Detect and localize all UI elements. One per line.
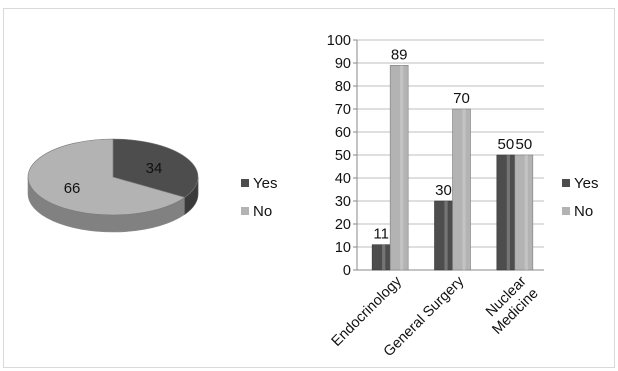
pie-legend: Yes No [241, 175, 277, 220]
pie-legend-swatch-yes [241, 179, 249, 187]
y-tick-label: 10 [335, 240, 351, 256]
y-tick-label: 0 [343, 263, 351, 279]
pie-legend-swatch-no [241, 207, 249, 215]
bar-legend-swatch-no [562, 207, 570, 215]
bar-yes-0 [371, 244, 391, 271]
bar-data-label: 30 [435, 182, 452, 199]
pie-legend-label: Yes [253, 175, 277, 192]
pie-slice-no [27, 138, 186, 216]
bar-legend-swatch-yes [562, 179, 570, 187]
bar-legend: Yes No [562, 175, 598, 220]
bar-highlight [400, 65, 404, 270]
x-tick-label: NuclearMedicine [477, 273, 541, 337]
y-tick-label: 100 [327, 33, 351, 49]
y-tick-label: 30 [335, 194, 351, 210]
y-tick-label: 60 [335, 125, 351, 141]
bar-face [389, 65, 409, 271]
bar-data-label: 89 [391, 46, 408, 63]
bar-highlight [506, 155, 510, 270]
bar-highlight [382, 244, 386, 270]
bar-data-label: 70 [453, 90, 470, 107]
bar-face [371, 244, 391, 271]
y-tick-label: 40 [335, 171, 351, 187]
pie-data-label: 66 [64, 180, 81, 197]
bar-highlight [444, 201, 448, 270]
pie-chart: 34 66 [27, 138, 199, 233]
y-tick-label: 50 [335, 148, 351, 164]
bar-face [452, 108, 471, 271]
y-tick-label: 90 [335, 56, 351, 72]
bar-face [496, 154, 516, 271]
bar-data-label: 50 [515, 136, 532, 153]
y-tick-label: 20 [335, 217, 351, 233]
bar-data-label: 50 [497, 136, 514, 153]
pie-data-label: 34 [146, 160, 163, 177]
bar-no-2 [514, 154, 534, 271]
bar-data-label: 11 [373, 226, 389, 243]
bar-yes-2 [496, 154, 516, 271]
pie-legend-label: No [253, 203, 272, 220]
bar-no-0 [389, 65, 409, 271]
bar-legend-label: Yes [574, 175, 598, 192]
bar-highlight [462, 109, 466, 270]
bar-highlight [524, 155, 528, 270]
y-tick-label: 80 [335, 79, 351, 95]
bar-face [514, 154, 534, 271]
bar-face [434, 200, 453, 271]
bar-no-1 [452, 108, 471, 271]
y-tick-label: 70 [335, 102, 351, 118]
bar-yes-1 [434, 200, 453, 271]
bar-legend-label: No [574, 203, 593, 220]
